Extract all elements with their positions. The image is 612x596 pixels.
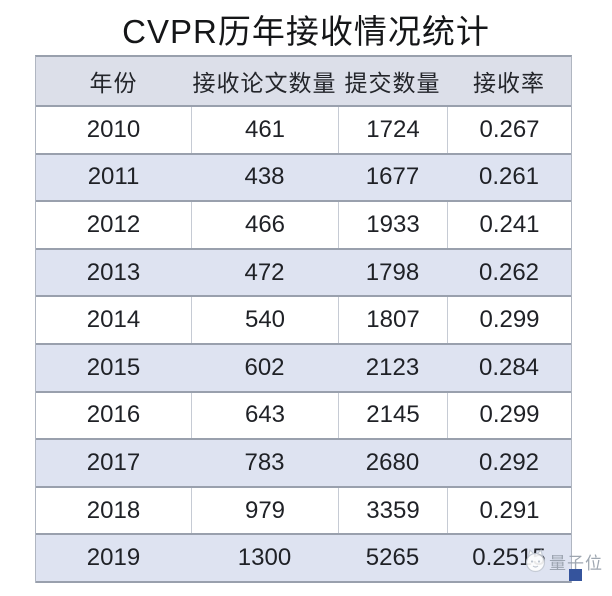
table-row: 2015 602 2123 0.284 xyxy=(36,344,571,393)
cell-submitted: 1677 xyxy=(365,163,420,191)
cell-year: 2015 xyxy=(86,353,141,381)
table-row: 2013 472 1798 0.262 xyxy=(36,249,571,298)
cell-rate: 0.267 xyxy=(447,107,571,153)
column-header-year: 年份 xyxy=(89,70,138,96)
cell-accepted: 438 xyxy=(244,163,285,191)
cell-submitted: 1724 xyxy=(338,107,447,153)
cell-year: 2016 xyxy=(86,401,141,429)
cell-year: 2011 xyxy=(87,163,140,191)
cell-year: 2018 xyxy=(86,496,141,524)
cell-rate: 0.261 xyxy=(478,163,540,191)
cell-accepted: 979 xyxy=(191,487,338,534)
cell-submitted: 3359 xyxy=(338,487,447,534)
cell-accepted: 472 xyxy=(244,258,285,286)
table-row: 2011 438 1677 0.261 xyxy=(36,154,571,203)
cell-submitted: 1798 xyxy=(365,258,420,286)
cell-year: 2012 xyxy=(86,210,141,238)
cell-accepted: 461 xyxy=(191,107,338,153)
cell-rate: 0.299 xyxy=(447,297,571,343)
cell-year: 2019 xyxy=(86,544,141,572)
cell-year: 2014 xyxy=(86,306,141,334)
cell-accepted: 1300 xyxy=(237,544,292,572)
table-row: 2017 783 2680 0.292 xyxy=(36,440,571,488)
table-row: 2014 540 1807 0.299 xyxy=(36,297,571,345)
cvpr-stats-table: 年份 接收论文数量 提交数量 接收率 2010 461 1724 0.267 2011 4… xyxy=(35,55,572,583)
cell-submitted: 5265 xyxy=(365,544,420,572)
cell-rate: 0.292 xyxy=(478,448,540,476)
corner-accent-square xyxy=(569,569,582,581)
page-title: CVPR历年接收情况统计 xyxy=(122,13,490,50)
table-row: 2010 461 1724 0.267 xyxy=(36,107,571,155)
cell-submitted: 1933 xyxy=(338,202,447,248)
cell-rate: 0.291 xyxy=(447,487,571,534)
table-row: 2016 643 2145 0.299 xyxy=(36,392,571,441)
cell-rate: 0.299 xyxy=(447,392,571,439)
table-body: 2010 461 1724 0.267 2011 438 1677 0.261 2012 466 1… xyxy=(36,107,571,583)
cell-submitted: 1807 xyxy=(338,297,447,343)
qbitai-cat-logo-icon xyxy=(523,548,548,574)
cell-submitted: 2680 xyxy=(365,448,420,476)
cell-submitted: 2145 xyxy=(338,392,447,439)
column-header-rate: 接收率 xyxy=(473,70,545,96)
cell-accepted: 540 xyxy=(191,297,338,343)
cell-accepted: 643 xyxy=(191,392,338,439)
table-row: 2019 1300 5265 0.2515 xyxy=(36,535,571,583)
cell-rate: 0.262 xyxy=(478,258,540,286)
qbitai-watermark: 量子位 xyxy=(523,548,603,574)
table-header-row: 年份 接收论文数量 提交数量 接收率 xyxy=(36,57,571,107)
cell-accepted: 783 xyxy=(244,448,285,476)
cell-submitted: 2123 xyxy=(365,353,420,381)
cell-year: 2010 xyxy=(86,115,141,143)
watermark-text: 量子位 xyxy=(549,553,603,573)
cell-rate: 0.284 xyxy=(478,353,540,381)
table-row: 2012 466 1933 0.241 xyxy=(36,202,571,250)
column-header-accepted: 接收论文数量 xyxy=(192,70,337,96)
cell-rate: 0.241 xyxy=(447,202,571,248)
cell-year: 2013 xyxy=(86,258,141,286)
cell-accepted: 466 xyxy=(191,202,338,248)
table-row: 2018 979 3359 0.291 xyxy=(36,487,571,536)
column-header-submitted: 提交数量 xyxy=(344,70,441,96)
cell-year: 2017 xyxy=(86,448,141,476)
cell-accepted: 602 xyxy=(244,353,285,381)
